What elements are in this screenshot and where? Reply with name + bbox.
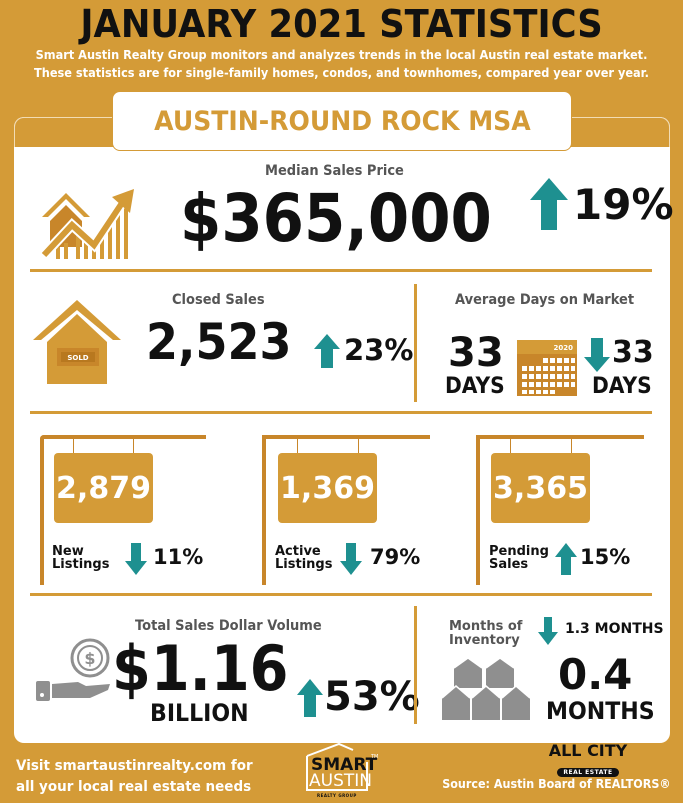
sign-post-2 [262, 435, 266, 585]
new-listings-label: New Listings [52, 544, 110, 572]
subtitle-line-1: Smart Austin Realty Group monitors and a… [35, 48, 648, 62]
sign-chain [510, 438, 511, 454]
median-price-change: 19% [573, 180, 674, 229]
divider-1 [30, 269, 652, 272]
arrow-up-icon [530, 178, 568, 230]
median-price-value: $365,000 [180, 180, 492, 257]
footer-visit-text: Visit smartaustinrealty.com for all your… [16, 758, 253, 795]
sign-post-3 [476, 435, 480, 585]
sign-chain [571, 438, 572, 454]
hand-coin-icon: $ [36, 638, 110, 701]
allcity-title: ALL CITY [548, 741, 628, 760]
closed-sales-change: 23% [344, 333, 414, 367]
closed-sales-label: Closed Sales [172, 292, 265, 308]
calendar-icon: 2020 [517, 340, 577, 396]
sign-active-listings: 1,369 [278, 453, 377, 523]
arrow-down-icon [584, 338, 610, 372]
sign-arm-1 [40, 435, 206, 439]
sign-chain [73, 438, 74, 454]
pending-sales-change: 15% [580, 545, 631, 569]
source-text: Source: Austin Board of REALTORS® [442, 777, 671, 791]
sign-chain [133, 438, 134, 454]
days-on-market-unit: DAYS [445, 374, 505, 399]
days-on-market-change-unit: DAYS [592, 374, 652, 399]
logo-smart-text: SMART [311, 755, 378, 775]
total-volume-unit: BILLION [150, 699, 249, 727]
divider-3 [30, 593, 652, 596]
page-title: JANUARY 2021 STATISTICS [80, 2, 603, 46]
sign-chain [297, 438, 298, 454]
logo-tm: TM [371, 754, 379, 760]
sign-chain [358, 438, 359, 454]
sign-arm-2 [262, 435, 430, 439]
divider-vertical-1 [414, 284, 417, 402]
months-inventory-change: 1.3 MONTHS [565, 621, 664, 637]
days-on-market-label: Average Days on Market [455, 292, 635, 308]
sign-pending-sales: 3,365 [491, 453, 590, 523]
stats-panel [14, 117, 670, 743]
houses-icon [441, 658, 531, 720]
house-growth-chart-icon [40, 189, 134, 259]
arrow-down-icon [125, 543, 147, 575]
closed-sales-value: 2,523 [146, 313, 292, 371]
sign-post-1 [40, 435, 44, 585]
active-listings-value: 1,369 [280, 470, 375, 506]
smart-austin-logo: SMART AUSTIN TM REALTY GROUP [303, 742, 379, 798]
months-inventory-label: Months of Inventory [449, 619, 523, 648]
new-listings-value: 2,879 [56, 470, 151, 506]
region-label: AUSTIN-ROUND ROCK MSA [153, 105, 531, 137]
sign-arm-3 [476, 435, 644, 439]
region-banner: AUSTIN-ROUND ROCK MSA [112, 91, 572, 151]
sign-new-listings: 2,879 [54, 453, 153, 523]
divider-vertical-2 [414, 606, 417, 724]
svg-text:$: $ [84, 649, 95, 668]
months-inventory-unit: MONTHS [546, 697, 655, 725]
subtitle-line-2: These statistics are for single-family h… [34, 66, 649, 80]
svg-text:SOLD: SOLD [67, 354, 88, 362]
logo-austin-text: AUSTIN [309, 771, 372, 791]
median-price-label: Median Sales Price [265, 163, 404, 179]
active-listings-change: 79% [370, 545, 421, 569]
arrow-up-icon [314, 334, 340, 368]
active-listings-label: Active Listings [275, 544, 333, 572]
months-inventory-value: 0.4 [558, 650, 633, 699]
arrow-up-icon [297, 679, 323, 717]
allcity-sub: REAL ESTATE [557, 768, 619, 777]
total-volume-change: 53% [324, 674, 420, 720]
sold-house-icon: SOLD [33, 300, 121, 384]
days-on-market-change: 33 [612, 335, 654, 370]
total-volume-value: $1.16 [112, 632, 289, 705]
divider-2 [30, 411, 652, 414]
new-listings-change: 11% [153, 545, 204, 569]
days-on-market-value: 33 [448, 330, 504, 376]
arrow-down-icon [340, 543, 362, 575]
pending-sales-value: 3,365 [493, 470, 588, 506]
svg-text:2020: 2020 [554, 344, 574, 352]
total-volume-label: Total Sales Dollar Volume [135, 618, 322, 634]
logo-sub-text: REALTY GROUP [317, 793, 357, 798]
all-city-logo: ALL CITY REAL ESTATE [548, 742, 628, 778]
pending-sales-label: Pending Sales [489, 544, 549, 572]
arrow-up-icon [555, 543, 577, 575]
arrow-down-icon [538, 617, 558, 645]
